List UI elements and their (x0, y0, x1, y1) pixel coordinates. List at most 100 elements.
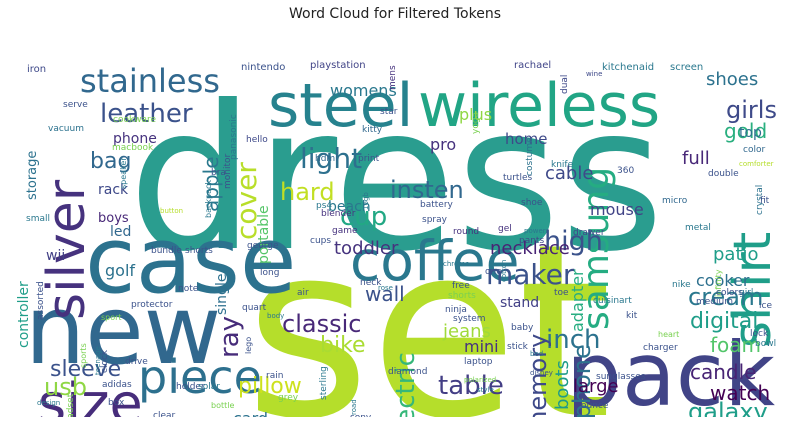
word-clear: clear (153, 411, 176, 417)
word-print: print (358, 154, 380, 164)
word-small: small (26, 214, 50, 224)
word-maker: maker (486, 258, 575, 291)
word-boys: boys (98, 211, 129, 226)
word-rose: rose (378, 284, 393, 292)
word-silver: silver (37, 179, 97, 320)
word-dual: dual (560, 75, 570, 94)
word-toe: toe (554, 288, 569, 298)
word-note: note (178, 284, 199, 294)
word-led: led (110, 224, 131, 240)
word-micro: micro (662, 196, 688, 206)
word-controller: controller (16, 281, 32, 348)
word-metal: metal (685, 223, 711, 233)
word-digital: digital (690, 309, 758, 334)
word-shirt: shirt (723, 232, 782, 348)
word-ice: ice (759, 301, 772, 311)
word-grey: grey (278, 393, 299, 403)
word-body: body (267, 312, 284, 320)
word-medium: medium (696, 297, 733, 307)
word-mini: mini (464, 337, 499, 356)
word-pants: pants (519, 236, 544, 246)
word-sport: sport (101, 313, 122, 322)
chart-title: Word Cloud for Filtered Tokens (288, 6, 502, 22)
word-cloud: dress set new case pack wireless steel coffee si… (10, 30, 782, 417)
word-gel: gel (498, 224, 512, 234)
word-inch: inch (546, 325, 600, 355)
word-electric: electric (391, 352, 421, 417)
word-charger: charger (643, 343, 678, 353)
word-quart: quart (242, 303, 267, 313)
word-color: color (743, 145, 765, 155)
word-wireless: wireless (418, 71, 660, 141)
word-shorts: shorts (448, 291, 476, 301)
word-plus: plus (459, 105, 492, 124)
word-cream: cream (688, 283, 763, 311)
word-bowl: bowl (755, 339, 776, 349)
word-gold: gold (724, 119, 767, 143)
word-rain: rain (266, 371, 283, 381)
word-ps4: ps4 (316, 201, 332, 211)
word-holder: holder (176, 382, 205, 392)
word-apple: apple (199, 156, 223, 212)
word-storage: storage (25, 151, 40, 200)
word-drive: drive (125, 357, 148, 367)
word-neck: neck (360, 278, 382, 288)
word-double: double (708, 169, 739, 179)
word-top: top (739, 125, 762, 141)
word-ninja: ninja (445, 305, 467, 315)
word-sleeve: sleeve (50, 357, 121, 382)
word-bike: bike (320, 333, 366, 358)
word-diamond: diamond (388, 367, 427, 377)
word-fit: fit (760, 196, 770, 206)
word-teenage: teenage (94, 346, 102, 375)
word-pro: pro (430, 135, 456, 154)
word-macbook: macbook (112, 143, 154, 153)
word-girl: girl (739, 288, 753, 298)
word-size: size (38, 372, 143, 417)
word-speaker: speaker (119, 157, 128, 189)
word-clock: clock (100, 349, 110, 373)
word-hard: hard (280, 178, 335, 206)
word-cup: cup (340, 202, 387, 232)
word-bottle: bottle (211, 401, 234, 410)
word-adidas: adidas (102, 380, 132, 390)
word-shoes: shoes (706, 69, 758, 90)
word-one: one (485, 267, 502, 277)
word-golf: golf (105, 261, 135, 280)
word-style: style (477, 386, 494, 394)
word-bed: bed (530, 350, 543, 358)
word-usb: usb (44, 373, 87, 401)
word-sports: sports (79, 343, 88, 368)
word-playstation: playstation (310, 60, 366, 71)
word-piece: piece (138, 350, 262, 404)
word-cable: cable (545, 163, 593, 184)
word-solar: solar (198, 382, 220, 392)
word-hello: hello (246, 135, 268, 145)
word-vacuum: vacuum (48, 124, 84, 134)
word-stainless: stainless (80, 62, 220, 100)
word-phone: phone (113, 131, 157, 147)
word-foam: foam (710, 333, 761, 357)
word-samsung: samsung (576, 167, 617, 330)
word-blender: blender (321, 209, 356, 219)
word-wall: wall (365, 282, 405, 306)
word-lock: lock (750, 329, 769, 339)
word-screen: screen (670, 62, 703, 73)
word-card: card (233, 409, 268, 417)
word-disney: disney (530, 369, 553, 377)
word-high: high (544, 226, 603, 257)
word-stand: stand (500, 295, 539, 311)
word-serve: serve (63, 100, 88, 110)
word-stick: stick (507, 342, 529, 352)
word-crystal: crystal (755, 185, 765, 215)
word-bra: bra (211, 168, 226, 178)
word-womens: womens (330, 81, 397, 100)
word-assorted: assorted (36, 281, 46, 320)
word-heart: heart (658, 330, 679, 339)
word-new: new (25, 276, 221, 386)
word-kitchenaid: kitchenaid (602, 62, 654, 73)
word-light: light (300, 142, 362, 175)
word-box: box (108, 398, 125, 408)
word-headset: headset (66, 393, 76, 417)
